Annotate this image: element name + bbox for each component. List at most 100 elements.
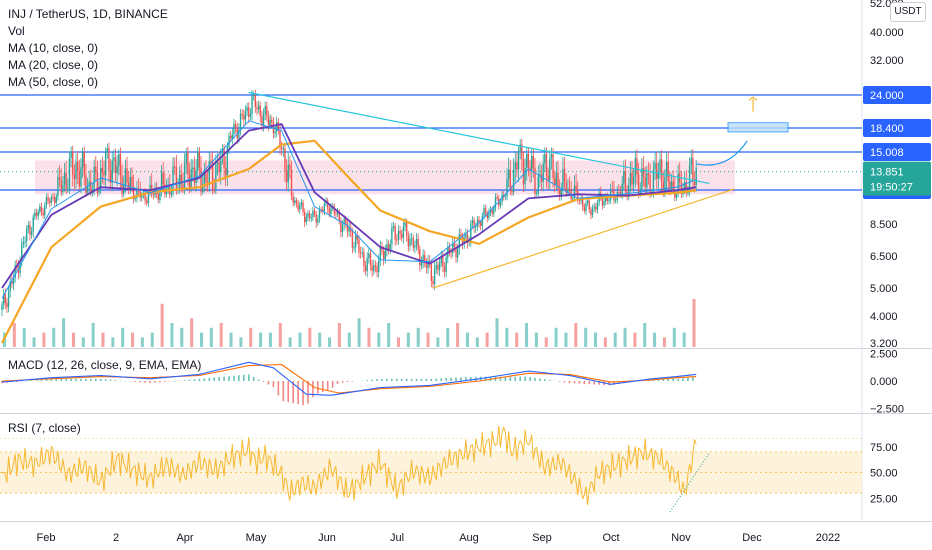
macd-histogram-bar: [396, 378, 398, 381]
macd-legend[interactable]: MACD (12, 26, close, 9, EMA, EMA): [8, 358, 202, 372]
ascending-support-line: [432, 188, 735, 289]
macd-histogram-bar: [341, 381, 344, 383]
candle-body: [547, 175, 549, 181]
candle-body: [493, 207, 495, 214]
candle-body: [476, 219, 479, 227]
candle-body: [88, 181, 90, 187]
vol-label[interactable]: Vol: [8, 24, 25, 38]
candle-body: [427, 260, 429, 268]
candle-body: [154, 190, 156, 196]
candle-body: [481, 215, 484, 226]
descending-trendline: [248, 91, 710, 185]
volume-bar: [367, 327, 371, 347]
candle-body: [361, 252, 363, 254]
time-tick-label: Sep: [532, 532, 552, 544]
macd-histogram-bar: [588, 381, 591, 385]
symbol-label[interactable]: INJ / TetherUS, 1D, BINANCE: [8, 7, 168, 21]
candle-body: [410, 238, 413, 240]
macd-histogram-bar: [25, 381, 28, 382]
candle-body: [646, 173, 648, 188]
macd-histogram-bar: [50, 378, 53, 381]
macd-histogram-bar: [613, 381, 615, 385]
candle-body: [409, 239, 411, 247]
volume-bar: [91, 323, 95, 347]
ma20-label[interactable]: MA (20, close, 0): [8, 58, 99, 72]
time-tick-label: Dec: [742, 532, 762, 544]
candle-body: [527, 153, 530, 168]
macd-histogram-bar: [233, 375, 235, 381]
candle-body: [641, 168, 643, 191]
candle-body: [213, 190, 215, 192]
macd-histogram-bar: [672, 378, 674, 381]
volume-bar: [239, 337, 243, 347]
candle-body: [1, 304, 3, 310]
candle-body: [12, 277, 15, 285]
macd-histogram-bar: [16, 381, 18, 382]
candle-body: [496, 197, 498, 199]
candle-body: [656, 163, 658, 179]
volume-bar: [623, 327, 627, 347]
candle-body: [452, 243, 454, 253]
macd-histogram-bar: [243, 374, 245, 381]
candle-body: [562, 168, 564, 191]
macd-histogram-bar: [139, 381, 141, 383]
macd-histogram-bar: [193, 379, 196, 381]
candle-body: [98, 190, 100, 193]
ma50-label[interactable]: MA (50, close, 0): [8, 75, 99, 89]
candle-body: [259, 105, 261, 117]
macd-histogram-bar: [124, 381, 127, 382]
ma50-line: [1, 139, 697, 344]
candle-body: [241, 113, 243, 116]
candle-body: [52, 196, 54, 198]
candle-body: [103, 172, 105, 176]
macd-histogram-bar: [534, 377, 536, 381]
candle-body: [220, 156, 222, 173]
candle-body: [471, 220, 474, 224]
volume-bar: [465, 332, 469, 347]
currency-button[interactable]: USDT: [890, 2, 926, 22]
last-price-badge-bg: [863, 161, 931, 196]
volume-bar: [643, 323, 647, 347]
candle-body: [402, 226, 405, 238]
candle-body: [382, 250, 385, 260]
candle-body: [203, 170, 206, 186]
candle-body: [100, 167, 102, 191]
ma10-label[interactable]: MA (10, close, 0): [8, 41, 99, 55]
candle-body: [384, 250, 386, 260]
candle-body: [659, 159, 661, 172]
candle-body: [215, 164, 217, 191]
candle-body: [305, 216, 308, 223]
candle-body: [310, 217, 312, 219]
macd-histogram-bar: [667, 378, 670, 381]
macd-histogram-bar: [662, 378, 665, 381]
candle-body: [442, 256, 444, 267]
candle-body: [636, 158, 638, 175]
candle-body: [119, 153, 122, 177]
volume-bar: [416, 327, 420, 347]
ma10-line: [1, 120, 697, 299]
candle-body: [264, 106, 266, 115]
volume-bar: [52, 327, 56, 347]
macd-histogram-bar: [558, 381, 561, 382]
candle-body: [605, 196, 607, 202]
candle-body: [312, 210, 314, 218]
rsi-tick-label: 25.00: [870, 493, 898, 505]
candle-body: [146, 200, 148, 204]
candle-body: [532, 155, 535, 169]
macd-tick-label: −2.500: [870, 404, 904, 416]
candle-body: [252, 94, 255, 96]
candle-body: [419, 249, 421, 266]
candle-body: [246, 107, 248, 112]
candle-body: [623, 171, 625, 184]
candle-body: [438, 263, 441, 271]
candle-body: [322, 209, 324, 211]
candle-body: [44, 204, 46, 216]
candle-body: [412, 238, 414, 248]
volume-bar: [249, 327, 253, 347]
candle-body: [690, 157, 692, 166]
macd-histogram-bar: [188, 379, 191, 381]
rsi-legend[interactable]: RSI (7, close): [8, 421, 81, 435]
macd-histogram-bar: [470, 376, 472, 381]
